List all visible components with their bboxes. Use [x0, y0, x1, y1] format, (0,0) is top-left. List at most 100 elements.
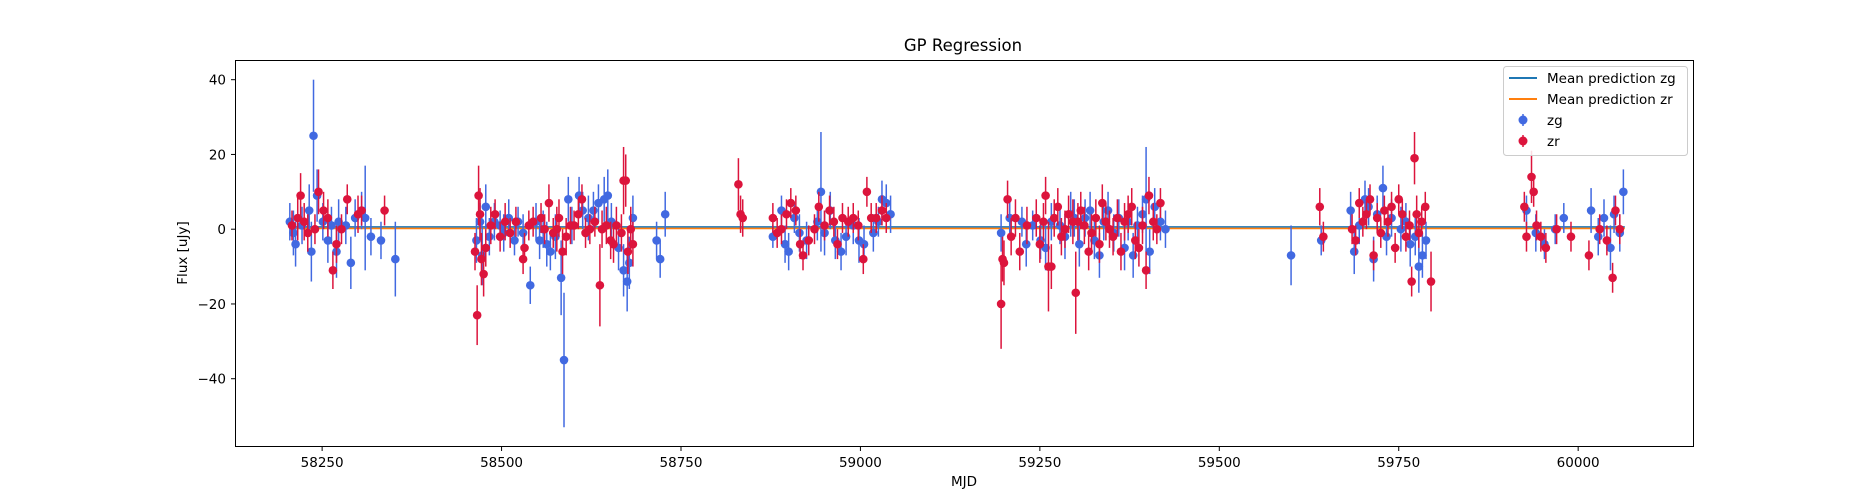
data-point-zr: [323, 213, 333, 223]
data-point-zr: [1552, 224, 1561, 234]
data-point-zr: [1615, 224, 1625, 234]
data-point-zr: [1358, 217, 1368, 227]
data-point-zr: [511, 217, 521, 227]
series-zg: [285, 79, 1628, 428]
data-point-zr: [314, 187, 323, 197]
data-point-zr: [1152, 224, 1162, 234]
legend-label-zr: Mean prediction zr: [1547, 92, 1673, 108]
data-point-zg: [535, 236, 544, 245]
data-point-zr: [1071, 288, 1081, 298]
data-point-zr: [303, 228, 313, 238]
data-point-zg: [481, 202, 491, 212]
data-point-zg: [1075, 239, 1084, 249]
data-point-zg: [589, 206, 598, 215]
data-point-zr: [1407, 277, 1416, 286]
data-point-zr: [505, 228, 515, 238]
data-point-zr: [518, 254, 528, 264]
data-point-zr: [1608, 273, 1617, 283]
data-point-zr: [1091, 213, 1101, 223]
data-point-zr: [328, 266, 338, 275]
data-point-zr: [1351, 236, 1360, 245]
data-point-zr: [1405, 221, 1414, 230]
data-point-zr: [1417, 217, 1426, 227]
legend-label-zg-points: zg: [1547, 113, 1563, 129]
data-point-zg: [510, 236, 519, 245]
data-point-zr: [1522, 232, 1531, 241]
y-tick-label: −20: [198, 297, 227, 313]
data-point-zg: [346, 258, 356, 268]
data-point-zr: [1319, 232, 1328, 241]
data-point-zg: [1418, 251, 1427, 260]
data-point-zg: [996, 228, 1006, 238]
data-point-zr: [1047, 262, 1056, 271]
data-point-zr: [1390, 243, 1400, 253]
data-point-zr: [1144, 191, 1154, 200]
data-point-zr: [829, 217, 839, 227]
data-point-zg: [546, 247, 555, 256]
data-point-zg: [304, 206, 314, 215]
data-point-zr: [628, 239, 638, 249]
data-point-zr: [1098, 198, 1107, 208]
data-point-zr: [577, 195, 587, 204]
y-tick-label: 20: [209, 147, 226, 163]
series-zr: [287, 132, 1625, 349]
legend: Mean prediction zg Mean prediction zr zg…: [1503, 66, 1688, 156]
data-point-zr: [585, 224, 595, 234]
data-point-zr: [544, 198, 554, 208]
data-point-zg: [360, 213, 370, 223]
data-point-zr: [1541, 243, 1551, 253]
data-point-zr: [1108, 232, 1118, 241]
data-point-zr: [621, 176, 631, 185]
data-point-zr: [738, 213, 748, 223]
data-point-zr: [1527, 172, 1536, 182]
data-point-zr: [474, 191, 483, 200]
data-point-zg: [559, 355, 569, 365]
data-point-zr: [782, 209, 791, 219]
data-point-zr: [1039, 217, 1048, 227]
plot-area: [285, 79, 1628, 428]
data-point-zr: [1376, 228, 1386, 238]
data-point-zr: [1602, 236, 1612, 245]
data-point-zr: [1420, 202, 1430, 212]
data-point-zr: [1584, 251, 1594, 260]
data-point-zr: [833, 239, 842, 249]
data-point-zr: [810, 224, 819, 234]
data-point-zr: [1131, 236, 1140, 245]
data-point-zg: [291, 239, 300, 249]
data-point-zr: [357, 206, 366, 215]
data-point-zr: [791, 206, 801, 215]
data-point-zg: [780, 239, 790, 249]
data-point-zr: [1035, 239, 1045, 249]
legend-marker-zg: [1518, 115, 1528, 125]
data-point-zr: [1520, 202, 1529, 212]
data-point-zr: [1412, 209, 1421, 219]
data-point-zr: [380, 206, 389, 215]
data-point-zr: [287, 221, 297, 230]
data-point-zg: [1606, 243, 1615, 253]
data-point-zr: [1003, 195, 1012, 204]
data-point-zr: [310, 224, 320, 234]
data-point-zg: [1103, 206, 1113, 215]
data-point-zg: [366, 232, 376, 241]
data-point-zr: [820, 221, 829, 230]
data-point-zr: [1134, 243, 1144, 253]
x-tick-label: 58250: [301, 455, 344, 471]
data-point-zr: [475, 209, 485, 219]
data-point-zr: [1394, 195, 1404, 204]
data-point-zg: [1593, 232, 1603, 241]
data-point-zr: [528, 217, 538, 227]
data-point-zr: [342, 195, 352, 204]
x-tick-label: 59250: [1018, 455, 1061, 471]
data-point-zr: [490, 209, 500, 219]
data-point-zr: [1060, 224, 1070, 234]
data-point-zr: [1011, 213, 1020, 223]
data-point-zr: [296, 191, 305, 200]
data-point-zr: [1595, 224, 1604, 234]
data-point-zg: [1405, 239, 1415, 249]
data-point-zr: [999, 258, 1009, 268]
data-point-zr: [1347, 224, 1357, 234]
data-point-zg: [660, 209, 670, 219]
data-point-zr: [337, 224, 346, 234]
data-point-zg: [309, 131, 318, 141]
